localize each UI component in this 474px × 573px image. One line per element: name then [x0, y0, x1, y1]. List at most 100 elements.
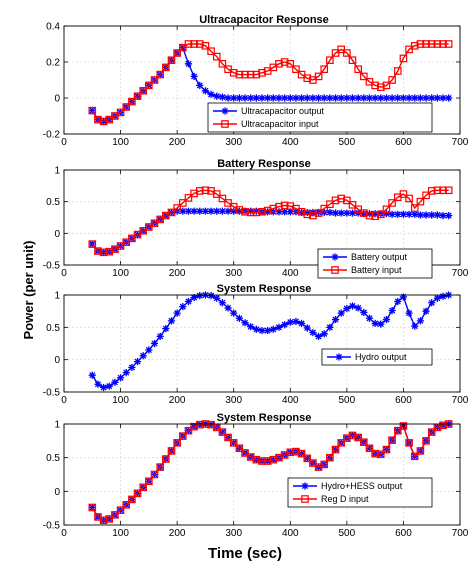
- data-point: [212, 52, 221, 61]
- data-point: [235, 206, 244, 214]
- legend-box: [321, 348, 433, 366]
- data-point: [218, 428, 227, 436]
- data-point: [156, 332, 164, 340]
- data-point: [184, 426, 193, 435]
- x-tick-label: 200: [169, 395, 186, 406]
- data-point: [150, 76, 159, 84]
- data-point: [167, 447, 176, 455]
- data-point: [371, 81, 379, 90]
- data-point: [399, 210, 408, 218]
- legend: Hydro output: [321, 348, 433, 366]
- data-point: [377, 320, 385, 328]
- data-point: [235, 314, 243, 322]
- data-point: [354, 209, 362, 217]
- data-point: [416, 40, 425, 48]
- y-tick-label: 0: [54, 229, 60, 240]
- data-point: [320, 460, 329, 469]
- data-point: [116, 374, 125, 382]
- data-point: [195, 187, 204, 195]
- data-point: [422, 191, 430, 200]
- x-tick-label: 500: [339, 528, 356, 539]
- data-point: [122, 369, 130, 377]
- data-point: [286, 94, 294, 102]
- data-point: [235, 207, 243, 215]
- data-point: [309, 211, 317, 220]
- data-point: [246, 208, 255, 217]
- data-point: [309, 328, 317, 337]
- x-tick-label: 100: [112, 137, 129, 148]
- x-tick-label: 500: [339, 137, 356, 148]
- data-point: [388, 76, 396, 84]
- data-point: [371, 449, 379, 458]
- x-tick-label: 300: [225, 395, 242, 406]
- data-point: [184, 207, 193, 215]
- x-tick-label: 500: [339, 395, 356, 406]
- data-point: [399, 54, 408, 63]
- data-point: [88, 371, 96, 379]
- data-point: [439, 94, 447, 102]
- data-point: [428, 211, 436, 219]
- data-point: [218, 207, 226, 215]
- data-point: [445, 212, 453, 220]
- data-point: [303, 210, 312, 219]
- data-point: [235, 70, 244, 79]
- data-point: [382, 205, 391, 214]
- data-point: [139, 86, 148, 95]
- data-point: [111, 378, 119, 386]
- data-point: [252, 207, 260, 215]
- legend-entry: Battery output: [323, 252, 408, 262]
- data-point: [213, 294, 221, 302]
- data-point: [410, 204, 419, 212]
- data-point: [303, 324, 311, 332]
- series-reg-d-input: [88, 420, 453, 525]
- data-point: [184, 194, 193, 202]
- data-point: [269, 94, 277, 102]
- data-point: [275, 94, 283, 102]
- data-point: [314, 72, 323, 81]
- data-point: [326, 56, 334, 65]
- data-point: [201, 186, 210, 195]
- x-tick-label: 0: [61, 268, 67, 279]
- legend-entry: Hydro+HESS output: [293, 481, 403, 491]
- legend-entry: Ultracapacitor input: [213, 119, 319, 129]
- legend: Hydro+HESS output Reg D input: [287, 477, 433, 508]
- figure-xlabel: Time (sec): [208, 545, 282, 562]
- chart-title: Battery Response: [217, 158, 311, 170]
- data-point: [139, 352, 147, 360]
- data-point: [411, 94, 419, 102]
- y-tick-label: 0: [54, 487, 60, 498]
- data-point: [382, 81, 391, 90]
- axes-box: [63, 25, 461, 135]
- data-point: [88, 107, 96, 115]
- data-point: [247, 207, 255, 215]
- data-point: [195, 420, 204, 429]
- data-point: [371, 94, 379, 102]
- data-point: [393, 67, 402, 75]
- data-point: [326, 323, 334, 331]
- data-point: [275, 323, 283, 331]
- x-tick-label: 700: [452, 268, 469, 279]
- data-point: [145, 223, 153, 231]
- x-tick-label: 100: [112, 268, 129, 279]
- data-point: [195, 40, 204, 48]
- data-point: [314, 209, 323, 217]
- data-point: [133, 92, 142, 101]
- data-point: [382, 445, 391, 454]
- y-tick-label: -0.5: [43, 261, 61, 272]
- y-tick-label: -0.5: [43, 388, 61, 399]
- data-point: [411, 210, 419, 218]
- legend-marker: [335, 353, 343, 361]
- data-point: [263, 206, 272, 215]
- x-tick-label: 0: [61, 528, 67, 539]
- data-point: [88, 240, 97, 248]
- data-point: [309, 459, 317, 467]
- data-point: [360, 72, 368, 81]
- data-point: [128, 363, 136, 372]
- x-tick-label: 600: [395, 528, 412, 539]
- data-point: [365, 94, 374, 102]
- data-point: [173, 204, 181, 212]
- x-tick-label: 400: [282, 268, 299, 279]
- data-point: [94, 115, 102, 124]
- data-point: [269, 204, 278, 213]
- data-point: [258, 68, 266, 77]
